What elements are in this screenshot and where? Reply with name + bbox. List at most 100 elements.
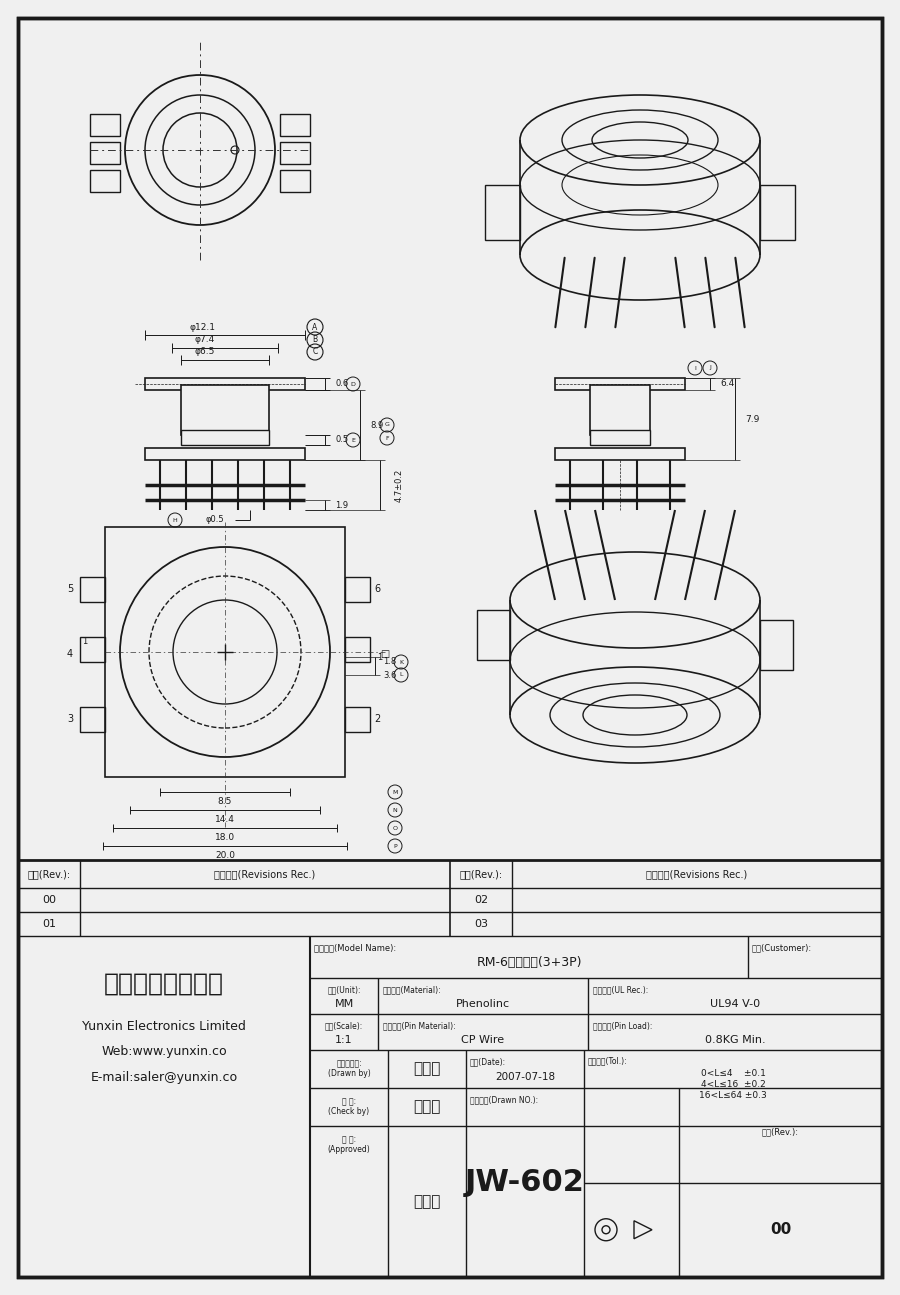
Bar [181,385,269,435]
Bar [90,142,120,164]
Text: 14.4: 14.4 [215,815,235,824]
Text: 版本(Rev.):: 版本(Rev.): [27,869,70,879]
Text: 00: 00 [42,895,56,905]
Text: 16<L≤64 ±0.3: 16<L≤64 ±0.3 [699,1090,767,1099]
Bar [145,448,305,460]
Bar [345,637,370,662]
Text: 00: 00 [770,1222,791,1237]
Text: JW-602: JW-602 [465,1168,585,1197]
Text: φ7.4: φ7.4 [194,335,215,344]
Text: 4.7±0.2: 4.7±0.2 [395,469,404,501]
Bar [477,610,510,660]
Text: □: □ [381,649,390,659]
Text: UL94 V-0: UL94 V-0 [710,998,760,1009]
Text: 张生坤: 张生坤 [413,1194,441,1210]
Bar [105,527,345,777]
Bar [485,185,520,240]
Text: L: L [400,672,403,677]
Text: E-mail:saler@yunxin.co: E-mail:saler@yunxin.co [90,1071,238,1084]
Text: Web:www.yunxin.co: Web:www.yunxin.co [101,1045,227,1058]
Text: 1: 1 [377,653,382,662]
Text: RM-6立式双槽(3+3P): RM-6立式双槽(3+3P) [476,956,581,969]
Text: 防火等级(UL Rec.):: 防火等级(UL Rec.): [593,985,648,995]
Bar [90,114,120,136]
Text: 版本(Rev.):: 版本(Rev.): [762,1128,799,1137]
Text: 0.6: 0.6 [335,379,348,388]
Text: G: G [384,422,390,427]
Text: K: K [399,659,403,664]
Text: 规格描述(Model Name):: 规格描述(Model Name): [314,943,396,952]
Text: P: P [393,843,397,848]
Text: φ12.1: φ12.1 [189,322,215,332]
Text: CP Wire: CP Wire [462,1035,505,1045]
Text: φ6.5: φ6.5 [194,347,215,356]
Bar [145,378,305,390]
Text: 8.9: 8.9 [370,421,383,430]
Text: 工程与设计:
(Drawn by): 工程与设计: (Drawn by) [328,1059,371,1079]
Bar [280,170,310,192]
Text: 01: 01 [42,919,56,929]
Text: I: I [694,365,696,370]
Text: 单位(Unit):: 单位(Unit): [328,985,361,995]
Bar [760,185,795,240]
Text: 6.4: 6.4 [720,379,734,388]
Bar [345,707,370,732]
Text: 针脚材质(Pin Material):: 针脚材质(Pin Material): [383,1020,455,1030]
Text: 0<L≤4    ±0.1: 0<L≤4 ±0.1 [700,1068,765,1077]
Text: 0.8KG Min.: 0.8KG Min. [705,1035,765,1045]
Text: Phenolinc: Phenolinc [456,998,510,1009]
Text: 客户(Customer):: 客户(Customer): [752,943,812,952]
Text: 8.5: 8.5 [218,796,232,805]
Bar [80,707,105,732]
Text: 针脚拉力(Pin Load):: 针脚拉力(Pin Load): [593,1020,652,1030]
Text: 核 准:
(Approved): 核 准: (Approved) [328,1134,371,1154]
Text: D: D [351,382,356,386]
Text: 0.5: 0.5 [335,435,348,444]
Text: F: F [385,435,389,440]
Text: 校 对:
(Check by): 校 对: (Check by) [328,1097,370,1116]
Text: Yunxin Electronics Limited: Yunxin Electronics Limited [82,1019,246,1032]
Text: 1:1: 1:1 [335,1035,353,1045]
Text: 本体材质(Material):: 本体材质(Material): [383,985,442,995]
Text: MM: MM [335,998,354,1009]
Text: 1.8: 1.8 [383,658,396,667]
Bar [555,378,685,390]
Text: E: E [351,438,355,443]
Bar [760,620,793,670]
Text: 4: 4 [67,649,73,659]
Bar [181,430,269,445]
Text: 一般公差(Tol.):: 一般公差(Tol.): [588,1055,627,1064]
Text: 3.6: 3.6 [383,671,396,680]
Text: M: M [392,790,398,795]
Text: 比例(Scale):: 比例(Scale): [325,1020,363,1030]
Text: 7.9: 7.9 [745,414,760,423]
Text: A: A [312,322,318,332]
Text: J: J [709,365,711,370]
Text: 产品编号(Drawn NO.):: 产品编号(Drawn NO.): [470,1096,538,1105]
Text: 03: 03 [474,919,488,929]
Text: 韦景川: 韦景川 [413,1099,441,1115]
Bar [345,578,370,602]
Text: 修改记录(Revisions Rec.): 修改记录(Revisions Rec.) [646,869,748,879]
Text: 1: 1 [83,637,87,646]
Bar [555,448,685,460]
Text: 日期(Date):: 日期(Date): [470,1057,506,1066]
Text: H: H [173,518,177,522]
Text: 02: 02 [474,895,488,905]
Bar [80,637,105,662]
Text: φ0.5: φ0.5 [205,515,223,524]
Text: 6: 6 [374,584,380,594]
Text: C: C [312,347,318,356]
Text: 4<L≤16  ±0.2: 4<L≤16 ±0.2 [700,1080,765,1089]
Text: 5: 5 [67,584,73,594]
Text: 刘水强: 刘水强 [413,1062,441,1076]
Text: 2: 2 [374,714,380,724]
Bar [90,170,120,192]
Text: 3: 3 [67,714,73,724]
Text: 2007-07-18: 2007-07-18 [495,1072,555,1083]
Text: 版本(Rev.):: 版本(Rev.): [459,869,502,879]
Bar [280,142,310,164]
Bar [590,385,650,435]
Bar [590,430,650,445]
Bar [280,114,310,136]
